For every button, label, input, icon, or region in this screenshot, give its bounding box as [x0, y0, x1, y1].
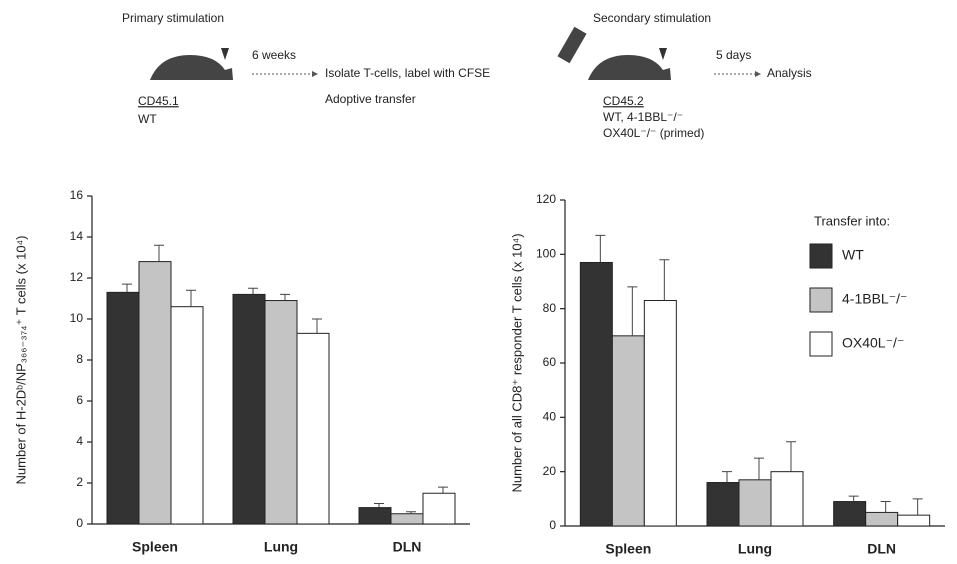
- y-tick-label: 20: [543, 464, 557, 478]
- error-bar: [881, 502, 891, 513]
- error-bar: [280, 294, 290, 300]
- syringe-icon: [557, 27, 586, 63]
- legend-label: WT: [842, 247, 864, 263]
- bar: [359, 508, 391, 524]
- y-tick-label: 0: [76, 516, 83, 530]
- bar: [391, 514, 423, 524]
- y-tick-label: 2: [76, 475, 83, 489]
- bar: [866, 512, 898, 526]
- y-tick-label: 8: [76, 352, 83, 366]
- y-tick-label: 4: [76, 434, 83, 448]
- bar: [707, 483, 739, 526]
- y-tick-label: 0: [549, 518, 556, 532]
- y-tick-label: 12: [70, 270, 84, 284]
- bar: [612, 336, 644, 526]
- y-tick-label: 40: [543, 410, 557, 424]
- x-tick-label: DLN: [867, 541, 896, 557]
- y-tick-label: 60: [543, 355, 557, 369]
- bar: [834, 502, 866, 526]
- error-bar: [248, 288, 258, 294]
- bar: [739, 480, 771, 526]
- bar: [644, 301, 676, 526]
- error-bar: [154, 245, 164, 261]
- transfer-text: Isolate T-cells, label with CFSE: [325, 66, 490, 80]
- x-tick-label: Lung: [738, 541, 772, 557]
- arrowhead: [755, 71, 761, 77]
- bar: [297, 333, 329, 524]
- transfer-text: Adoptive transfer: [325, 92, 416, 106]
- bar: [423, 493, 455, 524]
- mouse-icon: [150, 55, 233, 80]
- bar: [265, 301, 297, 524]
- error-bar: [722, 472, 732, 483]
- error-bar: [312, 319, 322, 333]
- primary-genotype: WT: [138, 112, 157, 126]
- bar: [107, 292, 139, 524]
- y-tick-label: 10: [70, 311, 84, 325]
- error-bar: [595, 235, 605, 262]
- y-tick-label: 120: [536, 192, 556, 206]
- mouse-icon: [588, 55, 671, 80]
- error-bar: [374, 504, 384, 508]
- x-tick-label: DLN: [393, 539, 422, 555]
- bar: [139, 262, 171, 524]
- injection-icon: [659, 48, 667, 60]
- secondary-genotype: OX40L⁻/⁻ (primed): [603, 126, 704, 140]
- error-bar: [786, 442, 796, 472]
- error-bar: [849, 496, 859, 501]
- x-tick-label: Spleen: [132, 539, 178, 555]
- primary-title: Primary stimulation: [122, 11, 224, 25]
- bar: [233, 294, 265, 524]
- x-tick-label: Lung: [264, 539, 298, 555]
- interval-label: 6 weeks: [252, 48, 296, 62]
- analysis-label: Analysis: [767, 66, 812, 80]
- legend-swatch: [810, 244, 832, 268]
- y-tick-label: 100: [536, 247, 556, 261]
- error-bar: [754, 458, 764, 480]
- legend-title: Transfer into:: [814, 213, 890, 228]
- secondary-genotype: WT, 4-1BBL⁻/⁻: [603, 110, 683, 124]
- y-tick-label: 80: [543, 301, 557, 315]
- error-bar: [913, 499, 923, 515]
- y-tick-label: 14: [70, 229, 84, 243]
- primary-strain: CD45.1: [138, 94, 179, 108]
- error-bar: [659, 260, 669, 301]
- figure: Primary stimulation CD45.1 WT 6 weeks Is…: [0, 0, 957, 564]
- bar: [771, 472, 803, 526]
- error-bar: [438, 487, 448, 493]
- y-tick-label: 6: [76, 393, 83, 407]
- y-axis-label: Number of all CD8⁺ responder T cells (x …: [509, 233, 524, 492]
- arrowhead: [312, 71, 318, 77]
- error-bar: [186, 290, 196, 306]
- interval-label: 5 days: [716, 48, 751, 62]
- injection-icon: [221, 48, 229, 60]
- secondary-strain: CD45.2: [603, 94, 644, 108]
- error-bar: [627, 287, 637, 336]
- legend-label: 4-1BBL⁻/⁻: [842, 291, 907, 307]
- y-tick-label: 16: [70, 188, 84, 202]
- y-axis-label: Number of H-2Dᵇ/NP₃₆₆₋₃₇₄⁺ T cells (x 10…: [13, 236, 28, 485]
- x-tick-label: Spleen: [605, 541, 651, 557]
- bar: [580, 262, 612, 526]
- diagram: Primary stimulation CD45.1 WT 6 weeks Is…: [122, 11, 812, 140]
- error-bar: [122, 284, 132, 292]
- legend-label: OX40L⁻/⁻: [842, 335, 904, 351]
- bar: [898, 515, 930, 526]
- legend-swatch: [810, 288, 832, 312]
- secondary-title: Secondary stimulation: [593, 11, 711, 25]
- legend-swatch: [810, 332, 832, 356]
- bar: [171, 307, 203, 524]
